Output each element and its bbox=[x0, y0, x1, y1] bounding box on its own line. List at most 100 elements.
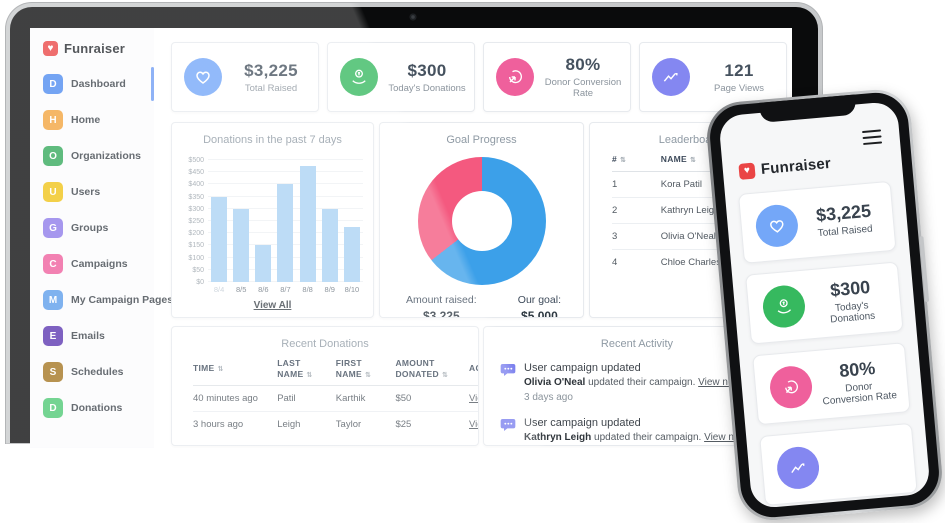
sidebar-item-label: Schedules bbox=[71, 366, 124, 378]
cell: 40 minutes ago bbox=[193, 393, 258, 405]
heart-icon bbox=[754, 203, 800, 249]
y-axis-tick: $150 bbox=[188, 242, 204, 250]
leaderboard-title: Leaderboard bbox=[658, 134, 722, 146]
column-header-first-name[interactable]: FIRST NAME ⇅ bbox=[335, 358, 372, 379]
bottom-row: Recent Donations TIME ⇅ LAST NAME ⇅ FIRST NA… bbox=[171, 326, 791, 446]
stat-text: 80% Donor Conversion Rate bbox=[544, 55, 630, 99]
y-axis-tick: $100 bbox=[188, 254, 204, 262]
chat-bubble-icon bbox=[500, 417, 516, 443]
users-badge-icon: U bbox=[43, 182, 63, 202]
our-goal-value: $5,000 bbox=[521, 309, 558, 318]
stat-card-today-s-donations: $300 Today's Donations bbox=[327, 42, 475, 112]
view-link[interactable]: View bbox=[469, 419, 478, 431]
hamburger-menu-icon[interactable] bbox=[861, 129, 883, 149]
phone-stat-cards: $3,225 Total Raised $300 Today's Donations 8… bbox=[724, 166, 931, 507]
laptop-screen: ♥ Funraiser D Dashboard H Home O Organization… bbox=[30, 28, 792, 448]
cell: Kathryn Leigh bbox=[660, 204, 720, 216]
activity-text: User campaign updated Olivia O'Neal updat… bbox=[524, 362, 743, 403]
sidebar-item-label: Organizations bbox=[71, 150, 142, 162]
column-header-last-name[interactable]: LAST NAME ⇅ bbox=[277, 358, 313, 379]
cell: $50 bbox=[395, 393, 412, 405]
sidebar-item-users[interactable]: U Users bbox=[30, 174, 154, 210]
recent-donations-card: Recent Donations TIME ⇅ LAST NAME ⇅ FIRST NA… bbox=[171, 326, 479, 446]
x-axis-tick: 8/7 bbox=[280, 285, 291, 294]
column-header-amount-donated[interactable]: AMOUNT DONATED ⇅ bbox=[395, 358, 449, 379]
sidebar-item-schedules[interactable]: S Schedules bbox=[30, 354, 154, 390]
sidebar-item-emails[interactable]: E Emails bbox=[30, 318, 154, 354]
cell: Olivia O'Neal bbox=[660, 230, 716, 242]
donations-chart-card: Donations in the past 7 days $0 $50 $100 $1… bbox=[171, 122, 374, 318]
stats-row: $3,225 Total Raised $300 Today's Donations 8… bbox=[171, 42, 791, 112]
sidebar-item-donations[interactable]: D Donations bbox=[30, 390, 154, 426]
schedules-badge-icon: S bbox=[43, 362, 63, 382]
sidebar-item-organizations[interactable]: O Organizations bbox=[30, 138, 154, 174]
phone-stat-card-total-raised: $3,225 Total Raised bbox=[738, 180, 897, 264]
phone-stat-label bbox=[827, 460, 904, 467]
cell: Chloe Charles bbox=[660, 256, 721, 268]
bar-slot bbox=[341, 160, 363, 282]
phone-stat-card bbox=[759, 422, 918, 506]
column-header-actions: ACTIONS bbox=[469, 363, 478, 374]
laptop-frame: ♥ Funraiser D Dashboard H Home O Organization… bbox=[6, 3, 822, 448]
x-axis-tick: 8/10 bbox=[344, 285, 360, 294]
cell: 3 hours ago bbox=[193, 419, 244, 431]
y-axis-tick: $400 bbox=[188, 181, 204, 189]
recent-donations-title: Recent Donations bbox=[281, 338, 369, 350]
phone-stat-value bbox=[827, 458, 904, 465]
sidebar-item-home[interactable]: H Home bbox=[30, 102, 154, 138]
bar-chart: $0 $50 $100 $150 $200 $250 $300 $350 $400 $450 $50… bbox=[188, 157, 363, 286]
stat-value: $3,225 bbox=[244, 60, 298, 80]
goal-target-icon bbox=[496, 58, 534, 96]
goal-progress-footer: Amount raised: $3,225 Our goal: $5,000 bbox=[380, 285, 583, 318]
phone-stat-text: $3,225 Total Raised bbox=[804, 199, 894, 240]
activity-text: User campaign updated Kathryn Leigh updat… bbox=[524, 417, 749, 443]
bar-8-7 bbox=[277, 184, 294, 282]
activity-title: User campaign updated bbox=[524, 362, 641, 374]
home-badge-icon: H bbox=[43, 110, 63, 130]
activity-actor: Olivia O'Neal bbox=[524, 377, 586, 388]
y-axis-tick: $50 bbox=[192, 266, 204, 274]
app-logo[interactable]: ♥ Funraiser bbox=[30, 28, 154, 66]
stat-text: 121 Page Views bbox=[700, 61, 786, 94]
organizations-badge-icon: O bbox=[43, 146, 63, 166]
cell: Leigh bbox=[277, 419, 301, 431]
sidebar-item-my-campaign-pages[interactable]: M My Campaign Pages bbox=[30, 282, 173, 318]
phone-screen: ♥ Funraiser $3,225 Total Raised $300 Today'… bbox=[718, 100, 931, 510]
phone-frame: ♥ Funraiser $3,225 Total Raised $300 Today'… bbox=[704, 86, 945, 523]
emails-badge-icon: E bbox=[43, 326, 63, 346]
bar-slot bbox=[274, 160, 296, 282]
recent-activity-title: Recent Activity bbox=[600, 338, 674, 350]
stat-label: Total Raised bbox=[244, 82, 298, 94]
activity-time: 3 days ago bbox=[524, 392, 573, 403]
sidebar-item-label: Home bbox=[71, 114, 101, 126]
dashboard-badge-icon: D bbox=[43, 74, 63, 94]
cell: Kora Patil bbox=[660, 178, 702, 190]
cell: Patil bbox=[277, 393, 296, 405]
gridline bbox=[208, 159, 363, 160]
sidebar-item-label: Donations bbox=[71, 402, 123, 414]
stat-text: $300 Today's Donations bbox=[388, 61, 474, 94]
bar-8-4 bbox=[211, 196, 228, 282]
view-all-link[interactable]: View All bbox=[253, 300, 292, 311]
sidebar-item-label: My Campaign Pages bbox=[71, 294, 174, 306]
x-axis-tick: 8/6 bbox=[258, 285, 269, 294]
table-row: 3 hours ago Leigh Taylor $25 View bbox=[193, 411, 478, 438]
bar-chart-title: Donations in the past 7 days bbox=[203, 134, 342, 146]
sidebar-item-groups[interactable]: G Groups bbox=[30, 210, 154, 246]
my-campaign-pages-badge-icon: M bbox=[43, 290, 63, 310]
hand-donation-icon bbox=[761, 283, 807, 330]
view-now-link[interactable]: View now. bbox=[698, 377, 743, 388]
goal-progress-donut bbox=[417, 157, 546, 285]
column-header-[interactable]: # ⇅ bbox=[612, 154, 627, 164]
groups-badge-icon: G bbox=[43, 218, 63, 238]
goal-progress-card: Goal Progress Amount raised: $3,225 Our … bbox=[379, 122, 584, 318]
column-header-name[interactable]: NAME ⇅ bbox=[660, 154, 697, 164]
sidebar-item-dashboard[interactable]: D Dashboard bbox=[30, 66, 154, 102]
bar-series bbox=[208, 160, 363, 282]
y-axis-tick: $250 bbox=[188, 218, 204, 225]
view-link[interactable]: View bbox=[469, 393, 478, 405]
y-axis-tick: $0 bbox=[196, 279, 204, 286]
amount-raised-label: Amount raised: bbox=[406, 294, 477, 306]
column-header-time[interactable]: TIME ⇅ bbox=[193, 363, 224, 374]
sidebar-item-campaigns[interactable]: C Campaigns bbox=[30, 246, 154, 282]
